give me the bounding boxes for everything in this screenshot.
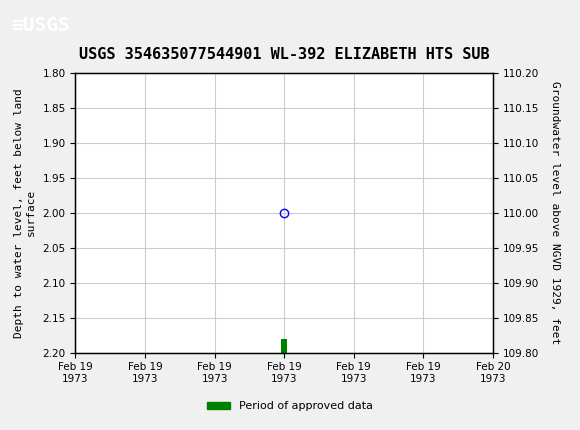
Title: USGS 354635077544901 WL-392 ELIZABETH HTS SUB: USGS 354635077544901 WL-392 ELIZABETH HT… xyxy=(79,47,490,62)
Y-axis label: Groundwater level above NGVD 1929, feet: Groundwater level above NGVD 1929, feet xyxy=(550,81,560,344)
Y-axis label: Depth to water level, feet below land
surface: Depth to water level, feet below land su… xyxy=(14,88,35,338)
Legend: Period of approved data: Period of approved data xyxy=(203,397,377,416)
Bar xyxy=(281,339,287,353)
Text: ≡USGS: ≡USGS xyxy=(12,16,70,35)
